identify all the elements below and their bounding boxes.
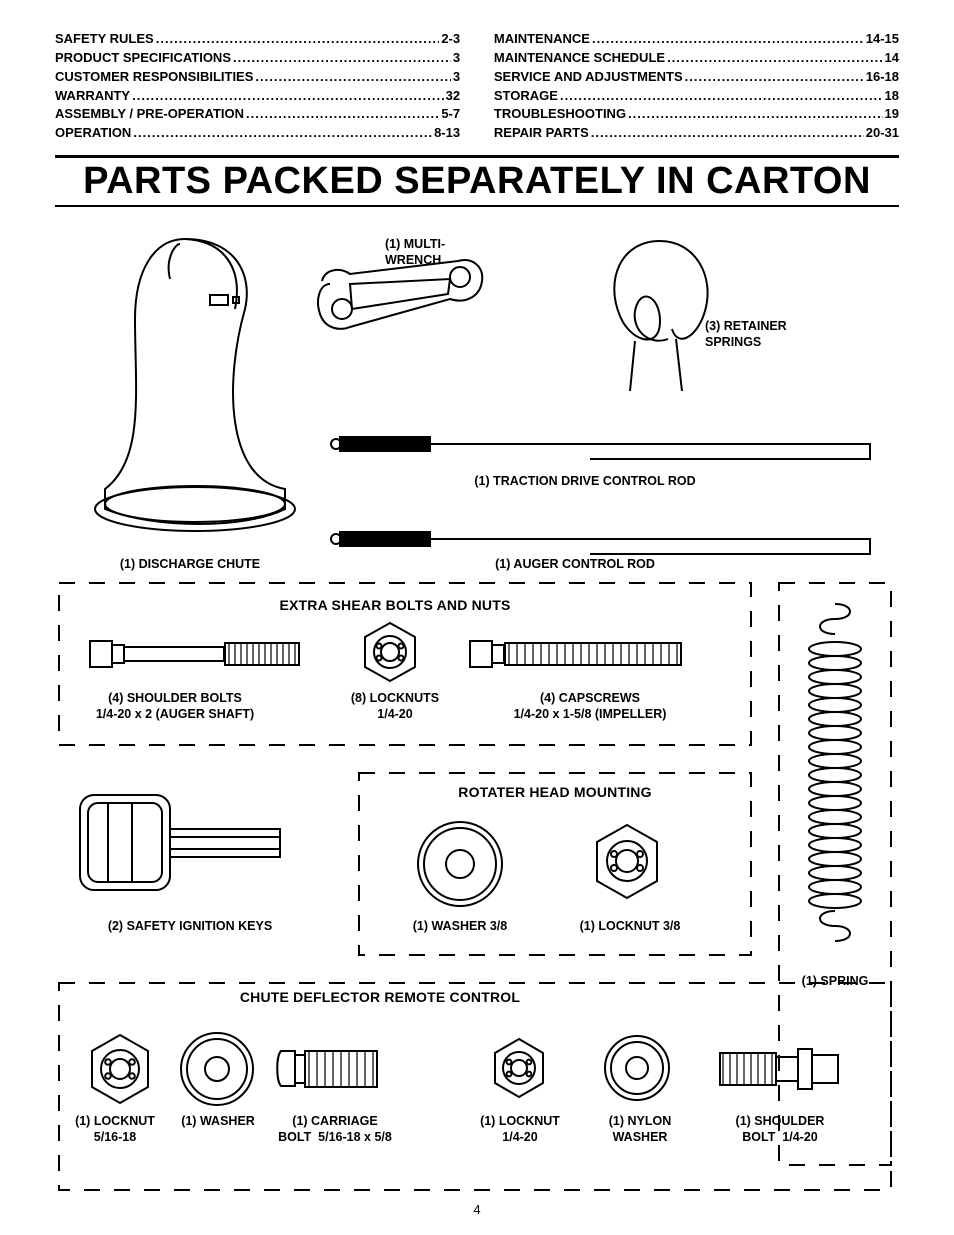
toc-page: 19 (885, 105, 899, 124)
page-title: PARTS PACKED SEPARATELY IN CARTON (55, 160, 899, 203)
safety-keys-icon (70, 777, 300, 907)
toc-row: TROUBLESHOOTING 19 (494, 105, 899, 124)
toc-left-column: SAFETY RULES2-3PRODUCT SPECIFICATIONS3CU… (55, 30, 460, 143)
locknut-516-label: (1) LOCKNUT 5/16-18 (65, 1114, 165, 1145)
toc-label: CUSTOMER RESPONSIBILITIES (55, 68, 253, 87)
toc-label: PRODUCT SPECIFICATIONS (55, 49, 231, 68)
toc-label: STORAGE (494, 87, 558, 106)
toc-dots (246, 105, 439, 124)
toc-page: 18 (885, 87, 899, 106)
toc-label: REPAIR PARTS (494, 124, 589, 143)
shoulder-bolts-icon (85, 619, 315, 689)
toc-page: 14 (885, 49, 899, 68)
toc-page: 5-7 (441, 105, 460, 124)
toc-label: ASSEMBLY / PRE-OPERATION (55, 105, 244, 124)
toc-dots (628, 105, 882, 124)
discharge-chute-icon (75, 229, 305, 549)
toc-label: WARRANTY (55, 87, 130, 106)
safety-keys-label: (2) SAFETY IGNITION KEYS (95, 919, 285, 935)
toc-dots (685, 68, 864, 87)
retainer-springs-label: (3) RETAINER SPRINGS (705, 319, 815, 350)
toc-row: MAINTENANCE SCHEDULE 14 (494, 49, 899, 68)
toc-page: 14-15 (866, 30, 899, 49)
chute-title: CHUTE DEFLECTOR REMOTE CONTROL (205, 989, 555, 1005)
toc-page: 3 (453, 68, 460, 87)
toc-row: SAFETY RULES 2-3 (55, 30, 460, 49)
traction-rod-icon (330, 419, 890, 469)
toc-page: 16-18 (866, 68, 899, 87)
toc-dots (133, 124, 432, 143)
washer-38-icon (410, 814, 510, 914)
traction-rod-label: (1) TRACTION DRIVE CONTROL ROD (455, 474, 715, 490)
nylon-washer-icon (600, 1031, 675, 1106)
toc-label: MAINTENANCE (494, 30, 590, 49)
spring-icon (800, 599, 870, 949)
locknut-1420-icon (485, 1034, 553, 1102)
discharge-chute-label: (1) DISCHARGE CHUTE (105, 557, 275, 573)
toc-dots (132, 87, 444, 106)
toc-dots (667, 49, 882, 68)
toc-right-column: MAINTENANCE14-15MAINTENANCE SCHEDULE14SE… (494, 30, 899, 143)
washer-38-label: (1) WASHER 3/8 (400, 919, 520, 935)
toc-dots (592, 30, 864, 49)
shoulder-bolt-1420-label: (1) SHOULDER BOLT 1/4-20 (720, 1114, 840, 1145)
toc-row: CUSTOMER RESPONSIBILITIES 3 (55, 68, 460, 87)
locknut-516-icon (80, 1029, 160, 1109)
toc-label: MAINTENANCE SCHEDULE (494, 49, 665, 68)
rotater-title: ROTATER HEAD MOUNTING (405, 784, 705, 800)
retainer-springs-icon (600, 231, 730, 401)
toc-page: 2-3 (441, 30, 460, 49)
toc-label: OPERATION (55, 124, 131, 143)
page-number: 4 (0, 1202, 954, 1217)
toc-label: SAFETY RULES (55, 30, 154, 49)
toc-dots (560, 87, 883, 106)
toc-label: SERVICE AND ADJUSTMENTS (494, 68, 683, 87)
rule-bottom (55, 205, 899, 207)
capscrews-icon (465, 619, 695, 689)
toc-row: ASSEMBLY / PRE-OPERATION 5-7 (55, 105, 460, 124)
locknuts-8-icon (355, 617, 425, 687)
locknuts-8-label: (8) LOCKNUTS 1/4-20 (335, 691, 455, 722)
shoulder-bolt-1420-icon (715, 1031, 855, 1106)
carriage-bolt-icon (273, 1031, 393, 1106)
toc-dots (255, 68, 450, 87)
capscrews-label: (4) CAPSCREWS 1/4-20 x 1-5/8 (IMPELLER) (485, 691, 695, 722)
toc-row: WARRANTY 32 (55, 87, 460, 106)
washer-label: (1) WASHER (173, 1114, 263, 1130)
toc-dots (233, 49, 451, 68)
toc-row: REPAIR PARTS 20-31 (494, 124, 899, 143)
shoulder-bolts-label: (4) SHOULDER BOLTS 1/4-20 x 2 (AUGER SHA… (75, 691, 275, 722)
toc-row: SERVICE AND ADJUSTMENTS 16-18 (494, 68, 899, 87)
toc-row: STORAGE 18 (494, 87, 899, 106)
toc-dots (156, 30, 440, 49)
carriage-bolt-label: (1) CARRIAGE BOLT 5/16-18 x 5/8 (265, 1114, 405, 1145)
toc-row: MAINTENANCE 14-15 (494, 30, 899, 49)
toc-page: 3 (453, 49, 460, 68)
toc-label: TROUBLESHOOTING (494, 105, 626, 124)
auger-rod-label: (1) AUGER CONTROL ROD (475, 557, 675, 573)
table-of-contents: SAFETY RULES2-3PRODUCT SPECIFICATIONS3CU… (55, 30, 899, 143)
toc-page: 8-13 (434, 124, 460, 143)
toc-row: OPERATION 8-13 (55, 124, 460, 143)
toc-page: 32 (446, 87, 460, 106)
toc-row: PRODUCT SPECIFICATIONS 3 (55, 49, 460, 68)
parts-diagram-canvas: (1) DISCHARGE CHUTE (1) MULTI- WRENCH (3… (55, 219, 899, 1209)
toc-page: 20-31 (866, 124, 899, 143)
locknut-1420-label: (1) LOCKNUT 1/4-20 (470, 1114, 570, 1145)
nylon-washer-label: (1) NYLON WASHER (595, 1114, 685, 1145)
locknut-38-label: (1) LOCKNUT 3/8 (565, 919, 695, 935)
multi-wrench-label: (1) MULTI- WRENCH (385, 237, 465, 268)
rule-top (55, 155, 899, 158)
washer-icon (175, 1027, 260, 1112)
locknut-38-icon (585, 819, 670, 904)
toc-dots (591, 124, 864, 143)
extra-shear-title: EXTRA SHEAR BOLTS AND NUTS (225, 597, 565, 613)
